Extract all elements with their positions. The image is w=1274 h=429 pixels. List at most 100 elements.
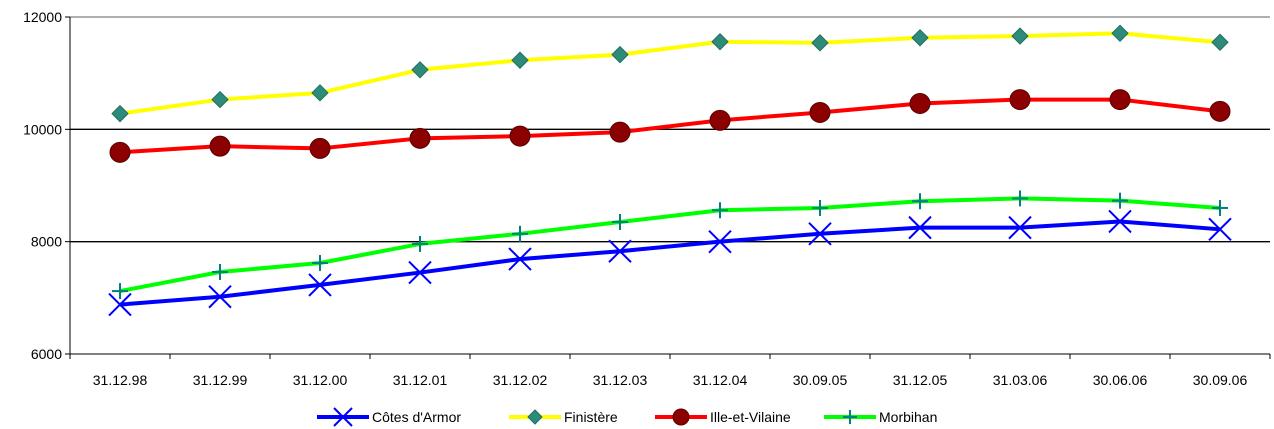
- data-point: [809, 101, 831, 123]
- data-point: [808, 222, 832, 246]
- x-tick-label: 31.12.05: [893, 372, 948, 388]
- legend-label: Morbihan: [879, 409, 937, 425]
- y-tick-label: 6000: [31, 346, 62, 362]
- data-point: [408, 260, 432, 285]
- series-line: [119, 97, 1221, 155]
- legend-item: Morbihan: [824, 409, 937, 425]
- y-tick-label: 8000: [31, 234, 62, 250]
- data-point: [109, 141, 131, 163]
- data-point: [311, 84, 329, 102]
- legend: Côtes d'Armor Finistère Ille-et-Vilaine Mor…: [317, 407, 937, 427]
- data-point: [711, 33, 729, 51]
- legend-marker: [672, 408, 690, 426]
- series-line: [119, 196, 1221, 294]
- data-point: [411, 61, 429, 79]
- data-point: [1109, 89, 1131, 111]
- data-point: [912, 193, 928, 210]
- legend-label: Côtes d'Armor: [372, 409, 461, 425]
- legend-item: Finistère: [509, 409, 618, 425]
- x-marker-stroke: [608, 239, 632, 263]
- x-tick-label: 30.09.05: [793, 372, 848, 388]
- series-1: [111, 24, 1229, 123]
- x-tick-label: 30.06.06: [1093, 372, 1148, 388]
- legend-item: Côtes d'Armor: [317, 407, 461, 427]
- y-tick-label: 10000: [23, 121, 62, 137]
- data-point: [611, 45, 629, 64]
- series-3: [112, 190, 1228, 300]
- series-0: [108, 209, 1232, 317]
- data-point: [1111, 24, 1129, 42]
- data-point: [1212, 199, 1228, 216]
- data-point: [911, 29, 929, 47]
- x-marker-stroke: [808, 222, 832, 246]
- data-point: [908, 215, 932, 240]
- data-point: [509, 125, 531, 147]
- series-2: [109, 89, 1231, 163]
- x-marker-stroke: [208, 285, 232, 309]
- x-tick-label: 31.12.01: [393, 372, 448, 388]
- data-point: [608, 239, 632, 263]
- grid-lines: [70, 16, 1270, 243]
- y-tick-label: 12000: [23, 9, 62, 25]
- x-tick-label: 31.03.06: [993, 372, 1048, 388]
- x-marker-stroke: [1008, 215, 1032, 240]
- data-point: [1108, 209, 1132, 234]
- series-group: [108, 24, 1232, 317]
- data-point: [409, 127, 431, 149]
- data-point: [1011, 27, 1029, 45]
- x-tick-label: 31.12.99: [193, 372, 248, 388]
- data-point: [1009, 89, 1031, 111]
- data-point: [309, 137, 331, 159]
- data-point: [609, 121, 631, 143]
- data-point: [1209, 100, 1231, 122]
- data-point: [209, 135, 231, 157]
- data-point: [612, 214, 628, 231]
- x-marker-stroke: [908, 215, 932, 240]
- data-point: [1208, 217, 1232, 242]
- x-marker-stroke: [308, 273, 332, 297]
- data-point: [312, 255, 328, 272]
- data-point: [708, 229, 732, 254]
- data-point: [108, 292, 132, 317]
- data-point: [709, 109, 731, 131]
- data-point: [909, 92, 931, 114]
- x-marker-stroke: [1108, 209, 1132, 234]
- data-point: [1012, 190, 1028, 207]
- data-point: [812, 199, 828, 216]
- x-marker-stroke: [108, 292, 132, 317]
- data-point: [511, 51, 529, 69]
- x-tick-label: 31.12.98: [93, 372, 148, 388]
- x-tick-label: 31.12.03: [593, 372, 648, 388]
- legend-item: Ille-et-Vilaine: [655, 408, 791, 426]
- data-point: [308, 273, 332, 297]
- x-marker-stroke: [508, 247, 532, 271]
- data-point: [412, 235, 428, 252]
- x-axis-ticks: 31.12.98 31.12.99 31.12.00 31.12.01 31.12.02…: [69, 354, 1271, 388]
- data-point: [508, 247, 532, 271]
- x-marker-stroke: [708, 229, 732, 254]
- legend-marker: [333, 407, 353, 427]
- x-tick-label: 31.12.00: [293, 372, 348, 388]
- legend-label: Finistère: [564, 409, 618, 425]
- series-line: [119, 219, 1221, 307]
- data-point: [208, 285, 232, 309]
- y-axis-ticks: 6000 8000 10000 12000: [23, 9, 70, 362]
- data-point: [112, 283, 128, 300]
- data-point: [712, 202, 728, 219]
- data-point: [811, 34, 829, 52]
- legend-label: Ille-et-Vilaine: [710, 409, 791, 425]
- x-marker-stroke: [408, 260, 432, 285]
- x-tick-label: 30.09.06: [1193, 372, 1248, 388]
- x-tick-label: 31.12.04: [693, 372, 748, 388]
- data-point: [1211, 33, 1229, 51]
- series-line: [119, 31, 1221, 116]
- x-marker-stroke: [1208, 217, 1232, 242]
- data-point: [1112, 192, 1128, 209]
- data-point: [211, 90, 229, 109]
- axes: [69, 17, 1270, 355]
- x-tick-label: 31.12.02: [493, 372, 548, 388]
- data-point: [1008, 215, 1032, 240]
- legend-marker: [527, 409, 543, 425]
- data-point: [212, 263, 228, 280]
